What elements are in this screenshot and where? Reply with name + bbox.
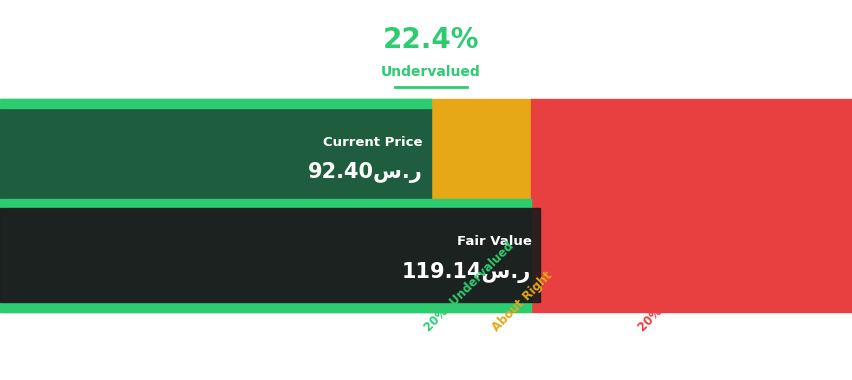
Text: 119.14س.ر: 119.14س.ر	[401, 261, 531, 282]
Bar	[0, 208, 531, 302]
Bar	[0, 198, 531, 208]
Text: 22.4%: 22.4%	[382, 26, 479, 54]
Text: Undervalued: Undervalued	[381, 65, 480, 79]
Bar	[0, 203, 430, 212]
Text: 92.40س.ر: 92.40س.ر	[307, 162, 422, 183]
Bar	[0, 208, 539, 302]
Text: About Right: About Right	[489, 269, 554, 334]
Text: Fair Value: Fair Value	[456, 235, 531, 249]
Bar	[0, 108, 430, 203]
Bar	[430, 99, 531, 312]
Bar	[0, 99, 430, 108]
Bar	[0, 99, 430, 312]
Text: Current Price: Current Price	[322, 136, 422, 149]
Bar	[531, 99, 852, 312]
Text: 20%  Undervalued: 20% Undervalued	[422, 239, 516, 334]
Text: 20%  Overvalued: 20% Overvalued	[636, 246, 724, 334]
Bar	[0, 302, 531, 312]
